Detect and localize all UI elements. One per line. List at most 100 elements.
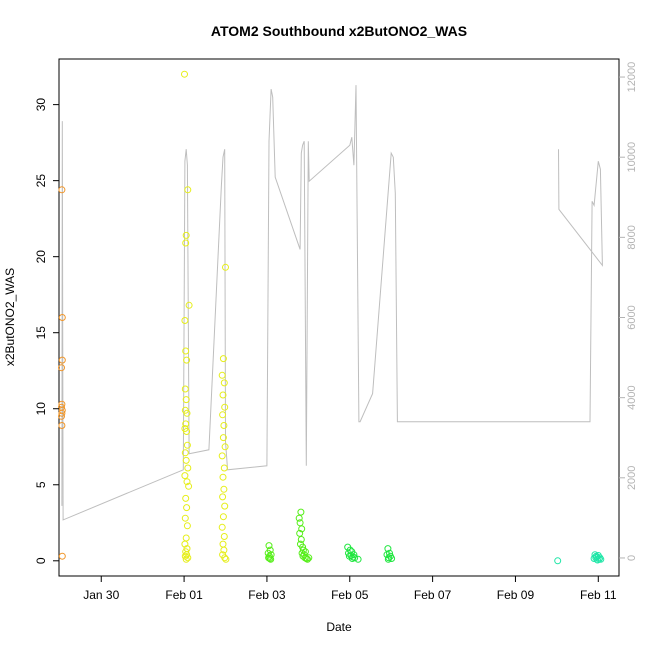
data-point xyxy=(554,557,562,565)
x-tick-label: Feb 01 xyxy=(165,588,203,602)
data-point xyxy=(295,514,303,522)
data-point xyxy=(58,314,66,321)
x-tick-label: Jan 30 xyxy=(83,588,119,602)
y-tick-label: 10 xyxy=(34,402,48,416)
data-point xyxy=(220,422,228,429)
y2-axis: 0 2000 4000 6000 8000 10000 12000 xyxy=(619,62,638,561)
x-tick-label: Feb 05 xyxy=(331,588,369,602)
data-point xyxy=(182,347,190,355)
data-point xyxy=(221,443,229,451)
chart-title: ATOM2 Southbound x2ButONO2_WAS xyxy=(211,23,467,39)
data-point xyxy=(220,533,228,540)
data-point xyxy=(219,493,227,501)
points-layer xyxy=(58,70,605,565)
data-point xyxy=(220,464,228,472)
data-point xyxy=(221,554,229,562)
data-point xyxy=(219,411,227,419)
data-point xyxy=(185,482,193,490)
data-point xyxy=(185,301,193,309)
data-point xyxy=(183,478,191,486)
y2-tick-label: 4000 xyxy=(626,385,638,409)
data-point xyxy=(184,554,192,562)
data-point xyxy=(183,504,191,512)
data-point xyxy=(182,396,190,404)
data-point xyxy=(181,540,189,548)
secondary-line-layer xyxy=(61,85,603,521)
data-point xyxy=(181,514,189,522)
data-point xyxy=(222,555,230,563)
data-point xyxy=(219,355,227,363)
data-point xyxy=(297,508,305,516)
data-point xyxy=(181,70,188,78)
data-point xyxy=(384,555,392,563)
data-point xyxy=(182,555,190,563)
data-point xyxy=(181,472,189,480)
y-axis: 0 5 10 15 20 25 30 xyxy=(34,98,59,564)
data-point xyxy=(58,422,66,429)
data-point xyxy=(183,441,191,449)
y2-tick-label: 8000 xyxy=(626,225,638,249)
data-point xyxy=(220,485,228,493)
data-point xyxy=(183,356,191,364)
data-point xyxy=(219,513,227,521)
data-point xyxy=(592,554,600,562)
x-tick-label: Feb 03 xyxy=(248,588,286,602)
y2-tick-label: 10000 xyxy=(626,142,638,173)
data-point xyxy=(183,522,191,530)
y2-tick-label: 12000 xyxy=(626,62,638,93)
data-point xyxy=(301,548,309,556)
data-point xyxy=(219,434,227,442)
data-point xyxy=(58,186,66,194)
data-point xyxy=(182,456,190,464)
data-point xyxy=(184,464,192,472)
data-point xyxy=(267,555,275,563)
data-point xyxy=(58,356,66,364)
data-point xyxy=(298,525,306,533)
data-point xyxy=(220,379,228,387)
data-point xyxy=(58,364,65,372)
y-tick-label: 5 xyxy=(34,481,48,488)
data-point xyxy=(218,523,226,531)
y2-tick-label: 0 xyxy=(626,555,638,561)
data-point xyxy=(182,420,190,428)
data-point xyxy=(182,534,190,542)
data-point xyxy=(181,385,189,393)
data-point xyxy=(183,551,191,559)
x-tick-label: Feb 09 xyxy=(497,588,535,602)
y-axis-label: x2ButONO2_WAS xyxy=(3,268,17,366)
data-point xyxy=(222,263,229,271)
data-point xyxy=(219,473,227,481)
data-point xyxy=(297,536,305,543)
data-point xyxy=(265,542,273,550)
data-point xyxy=(181,449,189,457)
plot-frame xyxy=(58,58,620,577)
data-point xyxy=(218,452,226,460)
data-point xyxy=(305,554,313,562)
data-point xyxy=(221,502,229,510)
x-tick-label: Feb 11 xyxy=(580,588,617,602)
data-point xyxy=(58,412,65,420)
x-axis: Jan 30 Feb 01 Feb 03 Feb 05 Feb 07 Feb 09 Feb … xyxy=(83,575,617,602)
data-point xyxy=(220,546,228,554)
y-tick-label: 20 xyxy=(34,250,48,264)
data-point xyxy=(183,409,191,417)
data-point xyxy=(221,403,229,411)
data-point xyxy=(266,555,274,562)
data-point xyxy=(219,391,227,399)
y-tick-label: 25 xyxy=(34,174,48,188)
data-point xyxy=(58,409,66,417)
data-point xyxy=(183,428,191,435)
data-point xyxy=(219,540,227,548)
y-tick-label: 0 xyxy=(34,557,48,564)
data-point xyxy=(182,494,190,502)
data-point xyxy=(182,548,190,556)
y-tick-label: 30 xyxy=(34,98,48,112)
y2-tick-label: 2000 xyxy=(626,466,638,490)
data-point xyxy=(184,186,192,194)
data-point xyxy=(595,555,603,563)
data-point xyxy=(354,555,362,563)
secondary-series-line xyxy=(61,85,603,521)
x-axis-label: Date xyxy=(326,620,352,634)
y2-tick-label: 6000 xyxy=(626,305,638,329)
